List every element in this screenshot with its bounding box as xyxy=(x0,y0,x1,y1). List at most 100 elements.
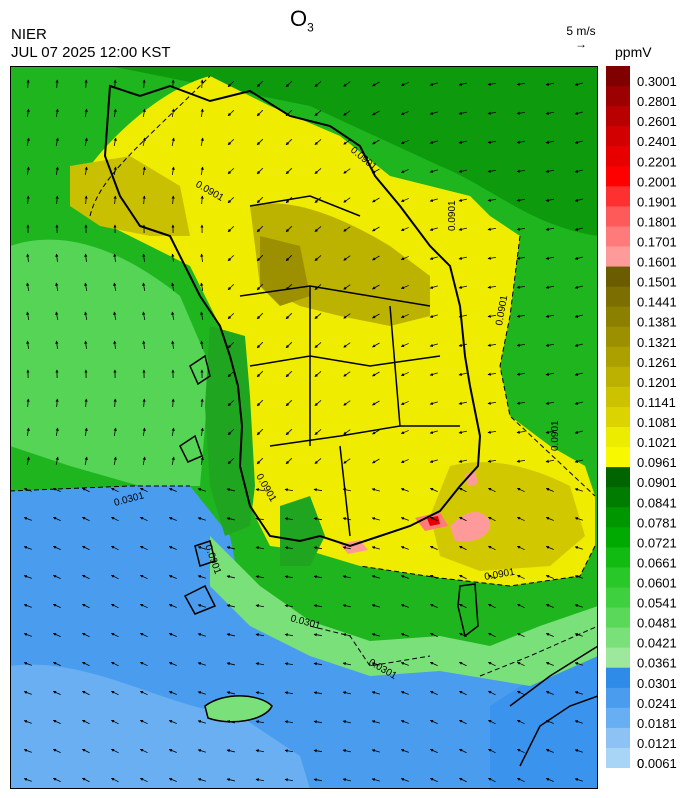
wind-vector-arrow-icon xyxy=(200,108,204,118)
wind-vector-arrow-icon xyxy=(400,285,409,289)
wind-vector-arrow-icon xyxy=(516,140,526,144)
wind-vector-arrow-icon xyxy=(372,429,380,435)
wind-vector-arrow-icon xyxy=(110,487,119,493)
wind-vector-arrow-icon xyxy=(545,517,554,521)
wind-vector-arrow-icon xyxy=(314,371,322,377)
wind-vector-arrow-icon xyxy=(23,517,32,521)
wind-vector-arrow-icon xyxy=(81,574,90,580)
wind-vector-arrow-icon xyxy=(429,487,438,493)
wind-vector-arrow-icon xyxy=(52,719,61,725)
wind-vector-arrow-icon xyxy=(55,166,59,176)
wind-vector-arrow-icon xyxy=(371,720,380,724)
legend-tick-label: 0.0841 xyxy=(637,495,677,510)
wind-vector-arrow-icon xyxy=(400,662,409,666)
wind-vector-arrow-icon xyxy=(372,139,380,145)
wind-vector-arrow-icon xyxy=(139,603,148,609)
legend-tick-label: 0.0721 xyxy=(637,535,677,550)
wind-vector-arrow-icon xyxy=(313,546,323,550)
legend-color-box xyxy=(606,447,630,468)
wind-vector-arrow-icon xyxy=(487,169,497,173)
legend-tick-label: 0.2601 xyxy=(637,114,677,129)
wind-vector-arrow-icon xyxy=(342,604,351,608)
wind-vector-arrow-icon xyxy=(226,604,235,608)
wind-vector-arrow-icon xyxy=(487,401,497,405)
wind-vector-arrow-icon xyxy=(458,459,467,463)
wind-vector-arrow-icon xyxy=(400,575,409,579)
contour-label: 0.0901 xyxy=(494,294,510,326)
field-light-blue-south xyxy=(10,664,310,789)
wind-vector-arrow-icon xyxy=(371,691,380,695)
wind-vector-arrow-icon xyxy=(171,166,175,176)
wind-vector-arrow-icon xyxy=(429,545,438,551)
legend-tick-label: 0.1021 xyxy=(637,435,677,450)
wind-vector-arrow-icon xyxy=(139,574,148,580)
wind-vector-arrow-icon xyxy=(284,604,294,608)
wind-vector-arrow-icon xyxy=(372,110,380,116)
wind-vector-arrow-icon xyxy=(574,430,583,434)
wind-vector-arrow-icon xyxy=(284,778,294,782)
wind-vector-arrow-icon xyxy=(314,81,322,87)
wind-vector-arrow-icon xyxy=(400,778,409,782)
wind-vector-arrow-icon xyxy=(226,778,235,782)
wind-vector-arrow-icon xyxy=(574,604,583,608)
wind-vector-arrow-icon xyxy=(171,398,175,408)
wind-vector-arrow-icon xyxy=(23,720,32,724)
legend-color-box xyxy=(606,106,630,127)
wind-reference-arrow-icon: → xyxy=(575,37,587,51)
wind-vector-arrow-icon xyxy=(429,632,438,638)
wind-vector-arrow-icon xyxy=(81,632,90,638)
wind-vector-arrow-icon xyxy=(545,140,555,144)
wind-vector-arrow-icon xyxy=(168,633,177,637)
wind-vector-arrow-icon xyxy=(314,458,322,464)
wind-vector-arrow-icon xyxy=(142,108,146,118)
wind-vector-arrow-icon xyxy=(284,691,294,695)
wind-vector-arrow-icon xyxy=(200,166,204,176)
legend-tick-label: 0.0061 xyxy=(637,756,677,768)
wind-vector-arrow-icon xyxy=(400,488,409,492)
legend-color-box xyxy=(606,607,630,629)
wind-vector-arrow-icon xyxy=(110,574,119,580)
wind-vector-arrow-icon xyxy=(26,253,30,263)
wind-vector-arrow-icon xyxy=(372,371,380,377)
wind-vector-arrow-icon xyxy=(574,488,583,492)
wind-vector-arrow-icon xyxy=(313,662,323,666)
wind-vector-arrow-icon xyxy=(197,546,206,550)
wind-vector-arrow-icon xyxy=(458,632,467,638)
wind-vector-arrow-icon xyxy=(23,691,32,695)
wind-vector-arrow-icon xyxy=(285,138,293,146)
wind-vector-arrow-icon xyxy=(487,632,496,638)
wind-vector-arrow-icon xyxy=(227,138,235,146)
wind-vector-arrow-icon xyxy=(342,691,351,695)
wind-vector-arrow-icon xyxy=(314,313,322,319)
wind-vector-arrow-icon xyxy=(285,312,293,320)
wind-vector-arrow-icon xyxy=(55,282,59,292)
wind-vector-arrow-icon xyxy=(400,517,409,521)
wind-vector-arrow-icon xyxy=(227,196,235,204)
wind-vector-arrow-icon xyxy=(55,137,59,146)
wind-vector-arrow-icon xyxy=(487,372,497,376)
legend-color-box xyxy=(606,507,630,528)
wind-vector-arrow-icon xyxy=(313,517,323,521)
wind-vector-arrow-icon xyxy=(23,749,32,753)
wind-vector-arrow-icon xyxy=(55,340,59,350)
wind-vector-arrow-icon xyxy=(256,428,264,436)
wind-vector-arrow-icon xyxy=(142,166,146,176)
wind-vector-arrow-icon xyxy=(429,140,438,144)
wind-vector-arrow-icon xyxy=(84,456,88,465)
legend-color-box xyxy=(606,186,630,207)
legend-color-box xyxy=(606,467,630,488)
wind-vector-arrow-icon xyxy=(458,516,467,522)
legend-tick-label: 0.2801 xyxy=(637,94,677,109)
contour-label: 0.0901 xyxy=(550,420,561,451)
wind-vector-arrow-icon xyxy=(227,225,235,233)
wind-vector-arrow-icon xyxy=(545,285,555,289)
wind-vector-arrow-icon xyxy=(26,137,30,146)
wind-vector-arrow-icon xyxy=(197,778,206,782)
wind-vector-arrow-icon xyxy=(284,488,294,492)
wind-vector-arrow-icon xyxy=(400,227,409,231)
wind-vector-arrow-icon xyxy=(516,430,526,434)
wind-vector-arrow-icon xyxy=(400,140,409,144)
contour-label: 0.0901 xyxy=(447,200,458,231)
wind-vector-arrow-icon xyxy=(142,282,146,292)
wind-vector-arrow-icon xyxy=(400,372,409,376)
